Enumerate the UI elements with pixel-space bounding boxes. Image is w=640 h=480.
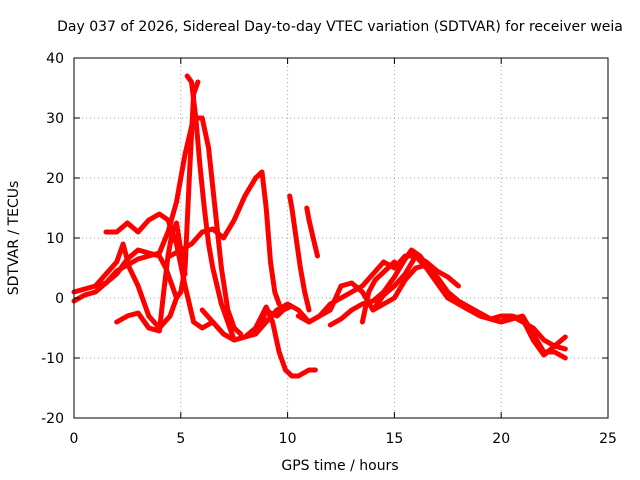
series-line-2 [184,73,237,343]
y-tick-label: -10 [41,351,64,367]
y-axis-label: SDTVAR / TECUs [6,181,22,296]
series-line-11 [304,205,320,259]
series-line-12 [295,253,461,325]
y-tick-label: -20 [41,411,64,427]
y-tick-label: 20 [46,171,64,187]
y-tick-label: 0 [55,291,64,307]
x-tick-label: 25 [599,431,617,447]
series-line-3 [71,115,244,337]
x-axis-label: GPS time / hours [281,458,398,474]
y-tick-label: 40 [46,51,64,67]
series-line-16 [359,259,397,325]
x-tick-label: 10 [279,431,297,447]
series-line-9 [253,301,312,337]
series-line-6 [114,220,188,334]
x-tick-label: 15 [385,431,403,447]
y-tick-label: 10 [46,231,64,247]
series-line-10 [287,193,312,313]
axis-ticks: 0 5 10 15 20 25 -20 -10 0 10 20 30 40 [41,51,617,447]
grid [74,58,608,418]
y-tick-label: 30 [46,111,64,127]
plot-series [71,73,568,379]
series-line-7 [167,169,282,307]
chart-title: Day 037 of 2026, Sidereal Day-to-day VTE… [57,19,623,35]
series-line-5 [92,241,179,331]
x-tick-label: 0 [70,431,79,447]
x-tick-label: 5 [176,431,185,447]
x-tick-label: 20 [492,431,510,447]
series-line-8 [199,304,318,379]
series-line-15 [370,262,568,358]
